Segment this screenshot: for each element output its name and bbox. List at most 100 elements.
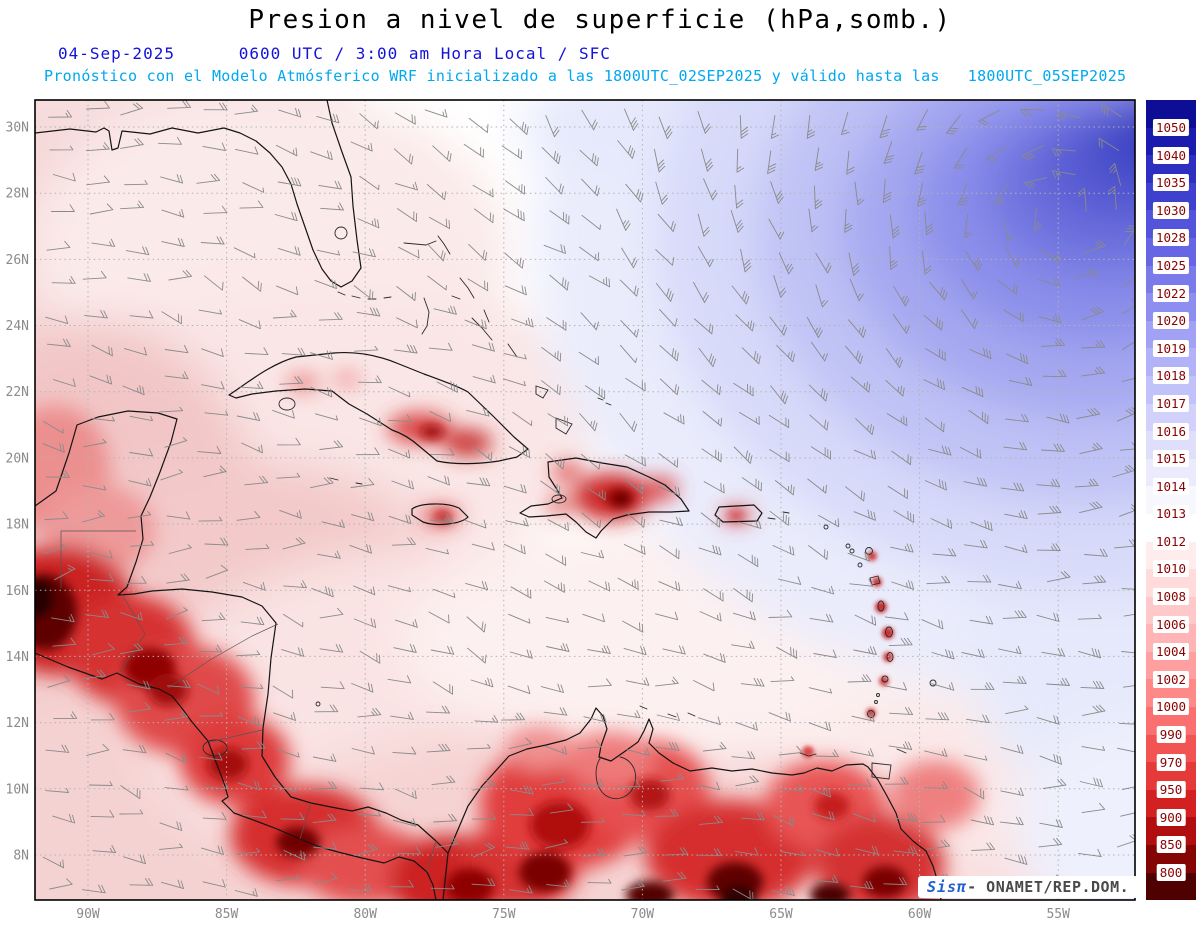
map-graphic <box>597 397 612 406</box>
terrain-red-cores <box>35 425 907 900</box>
map-graphic <box>459 277 475 299</box>
lat-tick-label: 16N <box>6 584 29 599</box>
map-graphic <box>879 676 889 686</box>
map-graphic <box>552 462 582 482</box>
colorbar-label: 1035 <box>1152 174 1190 192</box>
map-graphic <box>60 530 136 588</box>
map-graphic <box>876 693 880 697</box>
colorbar-label: 1008 <box>1152 588 1190 606</box>
map-graphic <box>890 760 980 830</box>
lat-tick-label: 22N <box>6 385 29 400</box>
wind-barbs <box>42 100 1135 900</box>
map-frame <box>34 99 1136 901</box>
jamaica-coastline <box>411 503 469 526</box>
lon-tick-label: 75W <box>492 907 516 922</box>
gonave-island <box>551 494 567 504</box>
south-america-north-coastline <box>447 707 942 900</box>
lon-tick-label: 80W <box>353 907 377 922</box>
isle-of-youth <box>278 397 296 411</box>
colorbar-label: 1018 <box>1152 367 1190 385</box>
map-graphic <box>565 732 655 788</box>
hispaniola-coastline <box>519 457 690 539</box>
map-graphic <box>446 868 494 900</box>
colorbar-label: 1010 <box>1152 560 1190 578</box>
lat-tick-label: 14N <box>6 650 29 665</box>
lon-tick-label: 60W <box>908 907 932 922</box>
map-graphic <box>208 748 248 780</box>
map-graphic <box>276 827 320 857</box>
watermark: Sisπ - ONAMET/REP.DOM. <box>918 876 1139 898</box>
colorbar-label: 1014 <box>1152 477 1190 495</box>
lon-tick-label: 70W <box>631 907 655 922</box>
map-graphic <box>886 652 894 662</box>
colorbar-label: 1025 <box>1152 257 1190 275</box>
map-graphic <box>857 562 863 568</box>
lon-axis-labels: 90W 85W 80W 75W 70W 65W 60W 55W <box>76 907 1070 922</box>
map-graphic <box>437 235 451 255</box>
bahamas-islands <box>403 235 612 435</box>
venezuela-islands <box>639 705 817 757</box>
colorbar-label: 1000 <box>1152 698 1190 716</box>
colorbar-label: 1012 <box>1152 532 1190 550</box>
colorbar-label: 1002 <box>1152 670 1190 688</box>
map-graphic <box>810 883 850 900</box>
colorbar-label: 1040 <box>1152 146 1190 164</box>
map-graphic <box>815 815 945 900</box>
colorbar-label: 850 <box>1156 836 1186 854</box>
map-graphic <box>615 495 629 505</box>
lake-nicaragua <box>202 739 228 757</box>
map-graphic <box>866 708 876 718</box>
map-graphic <box>867 551 877 561</box>
map-graphic <box>630 779 670 811</box>
map-graphic <box>865 547 873 555</box>
map-graphic <box>167 623 279 689</box>
map-graphic <box>420 425 444 439</box>
map-graphic <box>209 729 263 743</box>
cayman-islands <box>329 477 363 485</box>
lon-tick-label: 90W <box>76 907 100 922</box>
map-graphic <box>885 626 893 638</box>
lat-tick-label: 12N <box>6 716 29 731</box>
map-graphic <box>863 866 907 898</box>
colorbar-label: 1050 <box>1152 119 1190 137</box>
map-graphic <box>872 577 882 587</box>
map-graphic <box>421 297 430 335</box>
lat-tick-label: 10N <box>6 782 29 797</box>
colorbar-label: 1004 <box>1152 643 1190 661</box>
map-graphic <box>535 385 549 399</box>
colorbar-label: 1030 <box>1152 201 1190 219</box>
san-andres-island <box>315 701 321 707</box>
trinidad-tobago <box>871 748 907 780</box>
lon-tick-label: 65W <box>769 907 793 922</box>
map-graphic <box>35 578 54 618</box>
lat-tick-label: 26N <box>6 253 29 268</box>
colorbar-label: 1015 <box>1152 450 1190 468</box>
map-graphic <box>426 840 437 873</box>
map-graphic <box>451 295 461 300</box>
map-graphic <box>845 543 851 549</box>
lat-tick-label: 8N <box>13 849 29 864</box>
map-graphic <box>403 240 437 246</box>
lat-tick-label: 20N <box>6 451 29 466</box>
map-graphic <box>471 317 493 341</box>
florida-keys <box>337 291 392 300</box>
colorbar-label: 1022 <box>1152 284 1190 302</box>
lon-tick-label: 55W <box>1046 907 1070 922</box>
map-graphic <box>483 309 490 323</box>
colorbar-label: 970 <box>1156 753 1186 771</box>
map-graphic <box>444 430 492 456</box>
map-graphic <box>555 417 573 435</box>
virgin-islands <box>767 511 790 520</box>
lat-tick-label: 30N <box>6 121 29 136</box>
wind-barbs-layer <box>42 100 1135 900</box>
map-graphic <box>530 801 590 849</box>
map-graphic <box>874 700 878 704</box>
map-graphic <box>519 852 571 892</box>
map-graphic <box>642 477 678 501</box>
watermark-brand: Sisπ <box>927 878 968 896</box>
colorbar-label: 900 <box>1156 808 1186 826</box>
blue-high-pressure-field <box>520 100 1135 900</box>
map-graphic <box>867 710 875 718</box>
